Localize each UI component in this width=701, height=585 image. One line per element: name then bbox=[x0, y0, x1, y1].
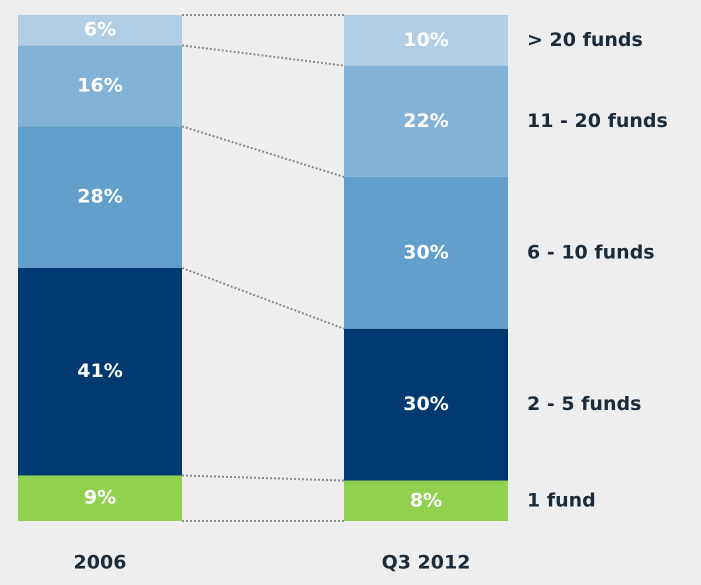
x-tick-label: Q3 2012 bbox=[382, 552, 471, 574]
bar-segment bbox=[344, 15, 508, 66]
bar-segment bbox=[18, 475, 182, 521]
legend-label: 1 fund bbox=[527, 489, 596, 511]
bar-segment bbox=[344, 328, 508, 481]
data-label: 16% bbox=[77, 74, 122, 96]
data-label: 30% bbox=[403, 393, 448, 415]
data-label: 28% bbox=[77, 186, 122, 208]
legend-label: 2 - 5 funds bbox=[527, 393, 641, 415]
x-tick-label: 2006 bbox=[74, 552, 127, 574]
connector bbox=[181, 474, 345, 482]
data-label: 6% bbox=[84, 19, 116, 41]
bar-segment bbox=[18, 268, 182, 476]
data-label: 22% bbox=[403, 110, 448, 132]
bar-segment bbox=[18, 15, 182, 46]
data-label: 10% bbox=[403, 29, 448, 51]
connector bbox=[181, 44, 345, 67]
data-label: 9% bbox=[84, 487, 116, 509]
bar-segment bbox=[344, 176, 508, 329]
bar-segment bbox=[344, 65, 508, 177]
legend-label: 11 - 20 funds bbox=[527, 110, 668, 132]
bar-segment bbox=[18, 45, 182, 127]
legend-label: 6 - 10 funds bbox=[527, 241, 655, 263]
connector bbox=[181, 267, 345, 330]
data-label: 41% bbox=[77, 360, 122, 382]
legend-label: > 20 funds bbox=[527, 29, 643, 51]
connector bbox=[181, 125, 345, 178]
data-label: 30% bbox=[403, 241, 448, 263]
data-label: 8% bbox=[410, 489, 442, 511]
bar-segment bbox=[18, 126, 182, 268]
bar-segment bbox=[344, 480, 508, 521]
